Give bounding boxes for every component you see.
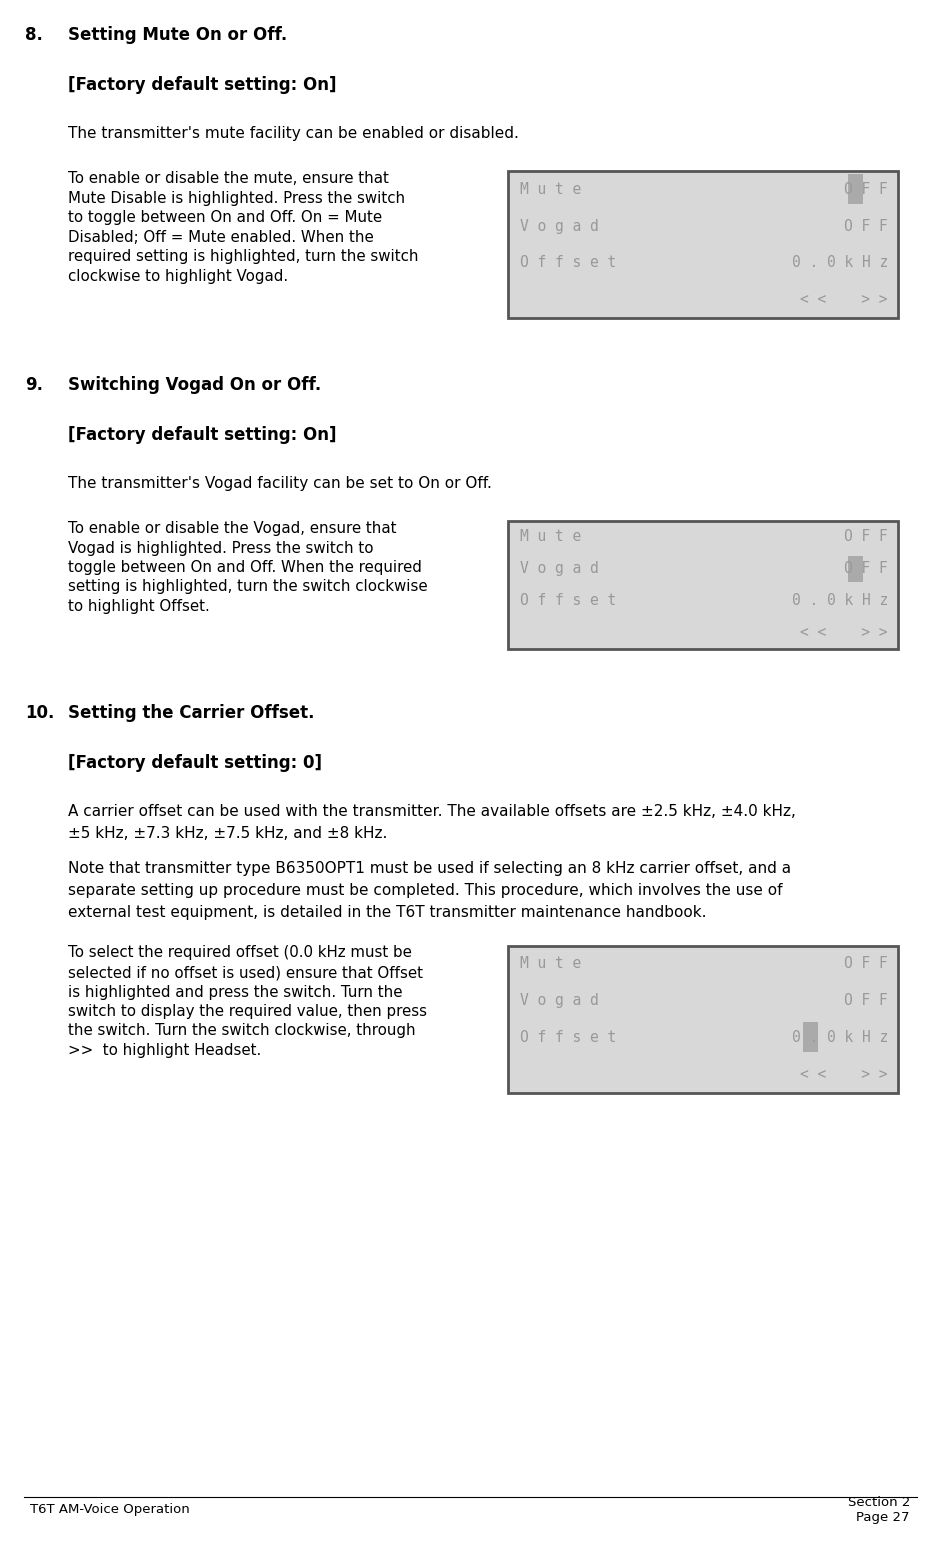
Text: setting is highlighted, turn the switch clockwise: setting is highlighted, turn the switch … xyxy=(68,579,427,594)
Text: O F F: O F F xyxy=(844,956,888,971)
Text: [Factory default setting: 0]: [Factory default setting: 0] xyxy=(68,753,322,772)
Text: external test equipment, is detailed in the T6T transmitter maintenance handbook: external test equipment, is detailed in … xyxy=(68,905,707,920)
Text: Mute Disable is highlighted. Press the switch: Mute Disable is highlighted. Press the s… xyxy=(68,190,406,205)
Text: the switch. Turn the switch clockwise, through: the switch. Turn the switch clockwise, t… xyxy=(68,1024,416,1039)
Text: O f f s e t: O f f s e t xyxy=(520,593,616,608)
Text: Note that transmitter type B6350OPT1 must be used if selecting an 8 kHz carrier : Note that transmitter type B6350OPT1 mus… xyxy=(68,862,791,877)
Text: O F F: O F F xyxy=(844,219,888,233)
Text: to toggle between On and Off. On = Mute: to toggle between On and Off. On = Mute xyxy=(68,210,382,225)
Text: >>  to highlight Headset.: >> to highlight Headset. xyxy=(68,1044,262,1058)
Text: 0 . 0 k H z: 0 . 0 k H z xyxy=(791,255,888,270)
Text: O F F: O F F xyxy=(844,993,888,1008)
Text: To enable or disable the mute, ensure that: To enable or disable the mute, ensure th… xyxy=(68,171,389,185)
Text: 8.: 8. xyxy=(25,26,43,43)
Text: Page 27: Page 27 xyxy=(856,1510,910,1524)
Text: Vogad is highlighted. Press the switch to: Vogad is highlighted. Press the switch t… xyxy=(68,540,374,556)
Text: Disabled; Off = Mute enabled. When the: Disabled; Off = Mute enabled. When the xyxy=(68,230,374,244)
Text: O F F: O F F xyxy=(844,530,888,545)
Text: 0 . 0 k H z: 0 . 0 k H z xyxy=(791,593,888,608)
Text: O f f s e t: O f f s e t xyxy=(520,255,616,270)
Text: M u t e: M u t e xyxy=(520,530,582,545)
Text: < <    > >: < < > > xyxy=(801,625,888,641)
Text: V o g a d: V o g a d xyxy=(520,219,598,233)
FancyBboxPatch shape xyxy=(508,171,898,318)
Text: Setting the Carrier Offset.: Setting the Carrier Offset. xyxy=(68,704,314,721)
Text: O F F: O F F xyxy=(844,562,888,576)
Text: is highlighted and press the switch. Turn the: is highlighted and press the switch. Tur… xyxy=(68,985,403,999)
Text: T6T AM-Voice Operation: T6T AM-Voice Operation xyxy=(30,1504,190,1516)
Text: ±5 kHz, ±7.3 kHz, ±7.5 kHz, and ±8 kHz.: ±5 kHz, ±7.3 kHz, ±7.5 kHz, and ±8 kHz. xyxy=(68,826,388,840)
FancyBboxPatch shape xyxy=(849,556,864,582)
Text: A carrier offset can be used with the transmitter. The available offsets are ±2.: A carrier offset can be used with the tr… xyxy=(68,803,796,818)
Text: switch to display the required value, then press: switch to display the required value, th… xyxy=(68,1004,427,1019)
Text: separate setting up procedure must be completed. This procedure, which involves : separate setting up procedure must be co… xyxy=(68,883,783,899)
Text: The transmitter's mute facility can be enabled or disabled.: The transmitter's mute facility can be e… xyxy=(68,127,518,141)
FancyBboxPatch shape xyxy=(508,945,898,1093)
Text: required setting is highlighted, turn the switch: required setting is highlighted, turn th… xyxy=(68,249,419,264)
Text: < <    > >: < < > > xyxy=(801,1067,888,1082)
Text: O f f s e t: O f f s e t xyxy=(520,1030,616,1045)
Text: to highlight Offset.: to highlight Offset. xyxy=(68,599,210,615)
FancyBboxPatch shape xyxy=(849,174,864,204)
Text: To select the required offset (0.0 kHz must be: To select the required offset (0.0 kHz m… xyxy=(68,945,412,960)
Text: V o g a d: V o g a d xyxy=(520,993,598,1008)
Text: O F F: O F F xyxy=(844,182,888,198)
FancyBboxPatch shape xyxy=(804,1022,819,1053)
Text: 9.: 9. xyxy=(25,377,43,394)
Text: 10.: 10. xyxy=(25,704,55,721)
Text: selected if no offset is used) ensure that Offset: selected if no offset is used) ensure th… xyxy=(68,965,423,980)
Text: Switching Vogad On or Off.: Switching Vogad On or Off. xyxy=(68,377,321,394)
Text: To enable or disable the Vogad, ensure that: To enable or disable the Vogad, ensure t… xyxy=(68,520,396,536)
Text: clockwise to highlight Vogad.: clockwise to highlight Vogad. xyxy=(68,269,288,284)
Text: M u t e: M u t e xyxy=(520,956,582,971)
Text: Section 2: Section 2 xyxy=(848,1496,910,1510)
Text: [Factory default setting: On]: [Factory default setting: On] xyxy=(68,426,337,445)
Text: The transmitter's Vogad facility can be set to On or Off.: The transmitter's Vogad facility can be … xyxy=(68,476,492,491)
Text: 0 . 0 k H z: 0 . 0 k H z xyxy=(791,1030,888,1045)
Text: V o g a d: V o g a d xyxy=(520,562,598,576)
Text: toggle between On and Off. When the required: toggle between On and Off. When the requ… xyxy=(68,560,422,574)
Text: [Factory default setting: On]: [Factory default setting: On] xyxy=(68,76,337,94)
Text: M u t e: M u t e xyxy=(520,182,582,198)
Text: Setting Mute On or Off.: Setting Mute On or Off. xyxy=(68,26,287,43)
FancyBboxPatch shape xyxy=(508,520,898,648)
Text: < <    > >: < < > > xyxy=(801,292,888,307)
